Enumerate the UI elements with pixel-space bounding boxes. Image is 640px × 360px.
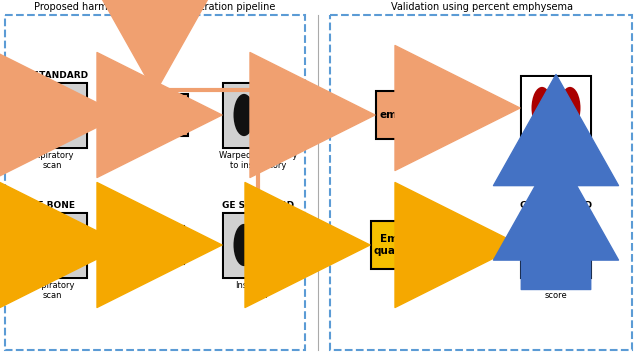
Text: Expiratory
scan: Expiratory scan xyxy=(30,150,74,170)
Ellipse shape xyxy=(262,94,282,136)
Bar xyxy=(223,212,293,278)
Bar xyxy=(521,212,591,278)
Text: Inspiratory
scan: Inspiratory scan xyxy=(236,280,281,300)
Ellipse shape xyxy=(251,99,265,131)
Ellipse shape xyxy=(234,94,255,136)
Ellipse shape xyxy=(28,224,49,266)
Ellipse shape xyxy=(549,92,563,124)
Ellipse shape xyxy=(559,224,580,266)
Bar xyxy=(224,84,292,147)
Ellipse shape xyxy=(234,224,255,266)
Bar xyxy=(18,84,86,147)
Text: Warp
emphysema
mask: Warp emphysema mask xyxy=(380,98,451,132)
Bar xyxy=(5,15,305,350)
Bar xyxy=(17,212,87,278)
Text: Warped expiratory
to inspiratory: Warped expiratory to inspiratory xyxy=(219,150,297,170)
Text: Emphysema
score: Emphysema score xyxy=(530,280,582,300)
Ellipse shape xyxy=(251,229,265,261)
Text: GE STANDARD: GE STANDARD xyxy=(520,201,592,210)
Bar xyxy=(522,77,590,139)
Ellipse shape xyxy=(531,87,552,129)
Bar xyxy=(224,213,292,276)
Ellipse shape xyxy=(56,224,77,266)
Bar xyxy=(17,82,87,148)
Bar xyxy=(527,150,585,180)
Text: GE STANDARD: GE STANDARD xyxy=(16,71,88,80)
Bar xyxy=(522,213,590,276)
Ellipse shape xyxy=(531,224,552,266)
Text: Deformable
registration: Deformable registration xyxy=(120,104,190,126)
Bar xyxy=(18,213,86,276)
Text: Dice
overlap: Dice overlap xyxy=(534,154,579,176)
Text: Inspiratory
scan: Inspiratory scan xyxy=(29,280,75,300)
Ellipse shape xyxy=(549,229,563,261)
Text: Warped
emphysema mask: Warped emphysema mask xyxy=(517,144,595,163)
Text: Validation using percent emphysema: Validation using percent emphysema xyxy=(391,2,573,12)
Ellipse shape xyxy=(45,229,59,261)
Ellipse shape xyxy=(262,224,282,266)
Ellipse shape xyxy=(45,99,59,131)
Text: Emphysema
quantification: Emphysema quantification xyxy=(374,234,456,256)
Ellipse shape xyxy=(56,94,77,136)
Bar xyxy=(330,15,632,350)
Text: Style
transfer: Style transfer xyxy=(131,234,179,256)
Bar xyxy=(371,221,459,269)
Text: GE STANDARD: GE STANDARD xyxy=(222,201,294,210)
Bar xyxy=(122,94,188,136)
Bar xyxy=(223,82,293,148)
Bar xyxy=(126,226,184,264)
Text: GE BONE: GE BONE xyxy=(29,201,74,210)
Bar xyxy=(376,91,454,139)
Bar xyxy=(521,76,591,140)
Ellipse shape xyxy=(28,94,49,136)
Ellipse shape xyxy=(559,87,580,129)
Text: Proposed harmonization and registration pipeline: Proposed harmonization and registration … xyxy=(35,2,276,12)
